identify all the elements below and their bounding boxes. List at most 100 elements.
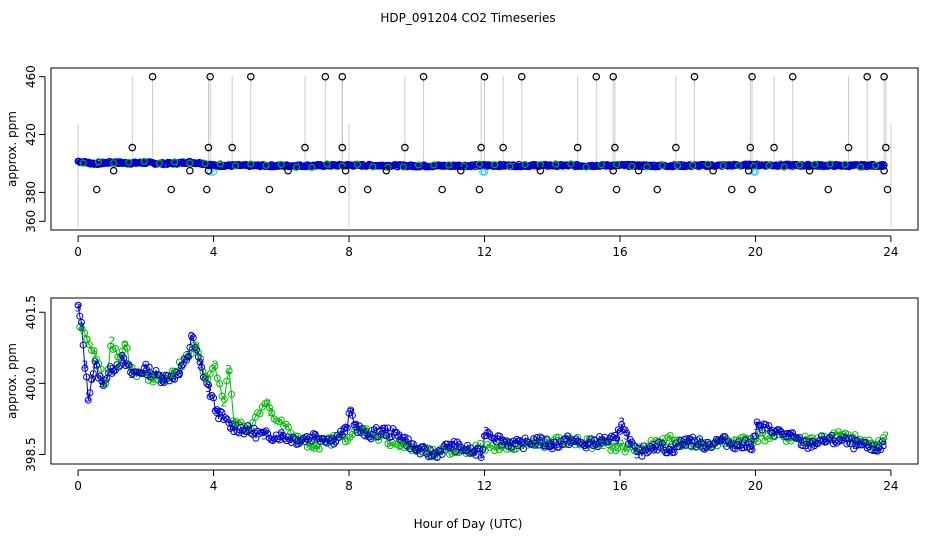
data-point [269,436,277,444]
outlier-point [788,72,797,81]
point-label-2: 2 [837,430,844,443]
data-point [220,395,228,403]
data-point [115,363,123,371]
data-point [413,446,421,454]
data-point [93,361,101,369]
point-label-2: 2 [430,449,437,462]
data-point [171,158,179,166]
data-point [238,426,246,434]
data-point [420,443,428,451]
point-label-3: 3 [129,368,136,381]
point-label-2: 2 [566,434,573,447]
data-point [623,429,631,437]
data-point [521,434,529,442]
data-point [330,440,338,448]
x-tick-label: 8 [345,245,353,259]
data-point [619,442,627,450]
outlier-point [265,185,274,194]
point-label-2: 2 [396,439,403,452]
outlier-point [653,185,662,194]
x-tick-label: 12 [477,245,492,259]
data-point [110,367,118,375]
point-label-3: 3 [379,425,386,438]
data-point [638,452,646,460]
point-label-3: 3 [667,444,674,457]
data-point [704,160,712,168]
outlier-point [247,72,255,81]
data-point [447,444,455,452]
data-point [106,363,114,371]
data-point [353,428,361,436]
data-point [826,160,834,168]
point-label-3: 3 [261,430,268,443]
data-point [260,428,268,436]
data-point [387,433,395,441]
data-point [492,438,500,446]
data-point [506,439,514,447]
point-label-2: 2 [803,434,810,447]
data-point [853,436,861,444]
data-point [127,368,135,376]
data-point [370,426,378,434]
data-point [518,438,526,446]
data-point [233,428,241,436]
point-label-2: 2 [600,439,607,452]
point-label-3: 3 [483,425,490,438]
data-point [177,362,185,370]
outlier-point [228,143,236,152]
data-point [582,444,590,452]
point-label-3: 3 [735,439,742,452]
data-point [486,430,494,438]
outlier-point [609,72,617,81]
data-point [677,436,685,444]
outlier-point [880,166,888,175]
data-point [504,442,512,450]
data-point [228,390,236,398]
data-point [794,434,802,442]
data-point [582,163,590,171]
outlier-point [672,143,680,152]
data-point [399,163,407,171]
point-label-3: 3 [78,320,85,333]
point-label-3: 3 [278,430,285,443]
data-point [689,161,697,169]
outlier-point [844,143,853,152]
data-point [643,163,651,171]
point-label-3: 3 [532,434,539,447]
point-label-2: 2 [769,430,776,443]
data-point [682,441,690,449]
data-point [430,161,438,169]
data-point [775,426,783,434]
data-point [353,160,362,168]
x-tick-label: 16 [612,479,627,493]
data-point [572,435,580,443]
outlier-point [805,166,814,175]
data-point [211,362,219,370]
data-point [721,433,729,441]
point-label-2: 2 [532,439,539,452]
point-label-2: 2 [203,373,210,386]
data-point [367,435,375,443]
point-label-2: 2 [102,377,109,390]
outlier-point [863,72,871,81]
x-tick-label: 16 [612,245,627,259]
data-point [396,443,404,451]
point-label-2: 2 [169,368,176,381]
data-point [583,435,591,443]
data-point [256,410,264,418]
point-label-2: 2 [295,434,302,447]
data-point [150,371,158,379]
data-point [105,369,113,377]
point-label-3: 3 [205,382,212,395]
data-point [535,441,543,449]
y-tick-label: 420 [24,123,38,146]
point-label-3: 3 [478,449,485,462]
data-point [210,394,218,402]
data-point [613,434,621,442]
data-point [735,438,743,446]
point-label-3: 3 [396,430,403,443]
data-point [174,371,182,379]
data-point [171,375,179,383]
data-point [216,407,224,415]
